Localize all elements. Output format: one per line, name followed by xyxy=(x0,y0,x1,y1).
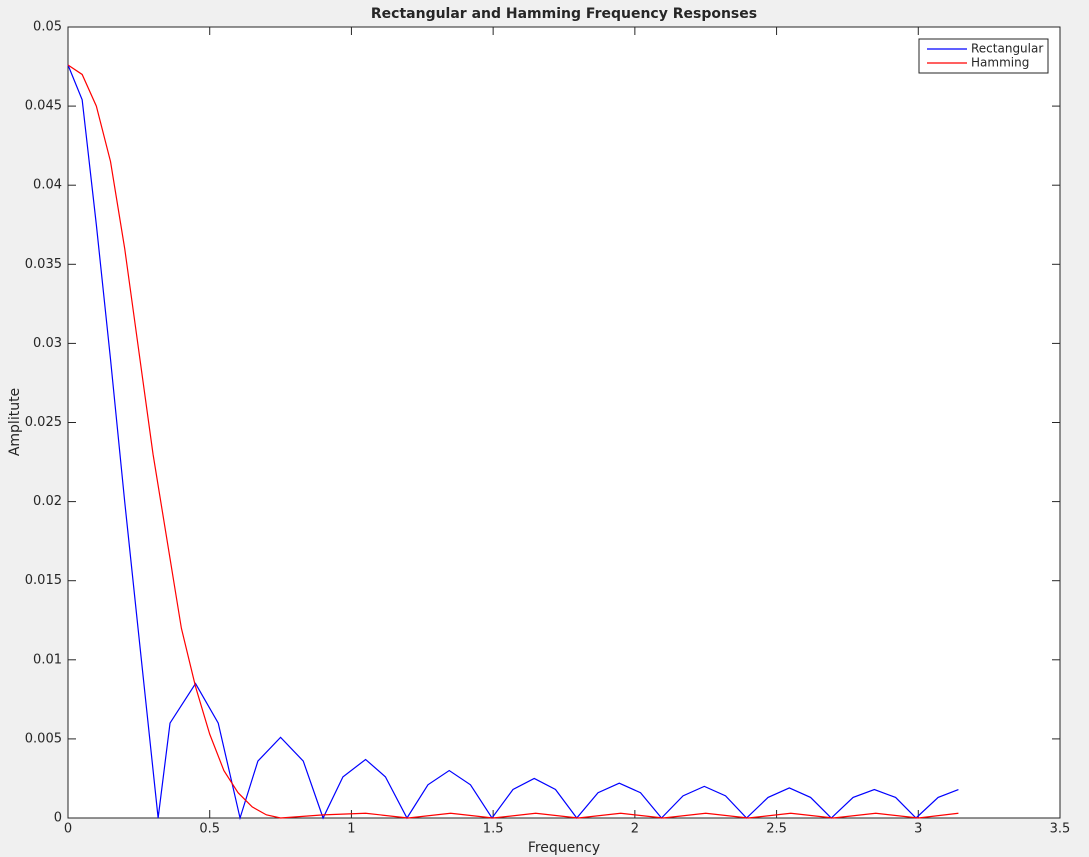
chart-title: Rectangular and Hamming Frequency Respon… xyxy=(371,6,757,22)
y-tick-label: 0.03 xyxy=(33,336,62,351)
x-tick-label: 3.5 xyxy=(1050,822,1071,837)
y-tick-label: 0.005 xyxy=(25,731,62,746)
x-tick-label: 0 xyxy=(64,822,72,837)
plot-area xyxy=(67,26,1061,819)
x-tick-label: 1.5 xyxy=(483,822,504,837)
y-tick-label: 0.045 xyxy=(25,99,62,114)
data-line xyxy=(67,64,959,819)
x-axis-label: Frequency xyxy=(528,840,600,856)
y-tick-label: 0.04 xyxy=(33,178,62,193)
legend-label: Hamming xyxy=(971,56,1029,70)
y-tick-label: 0.015 xyxy=(25,573,62,588)
x-tick-label: 0.5 xyxy=(199,822,220,837)
x-tick-label: 2 xyxy=(631,822,639,837)
y-axis-label: Amplitute xyxy=(7,388,23,456)
legend-label: Rectangular xyxy=(971,42,1043,56)
x-tick-label: 3 xyxy=(914,822,922,837)
y-tick-label: 0.025 xyxy=(25,415,62,430)
legend-box xyxy=(918,38,1049,74)
y-tick-label: 0.01 xyxy=(33,652,62,667)
y-tick-label: 0 xyxy=(54,811,62,826)
y-tick-label: 0.02 xyxy=(33,494,62,509)
x-tick-label: 2.5 xyxy=(766,822,787,837)
x-tick-label: 1 xyxy=(347,822,355,837)
y-tick-label: 0.05 xyxy=(33,20,62,35)
y-tick-label: 0.035 xyxy=(25,257,62,272)
